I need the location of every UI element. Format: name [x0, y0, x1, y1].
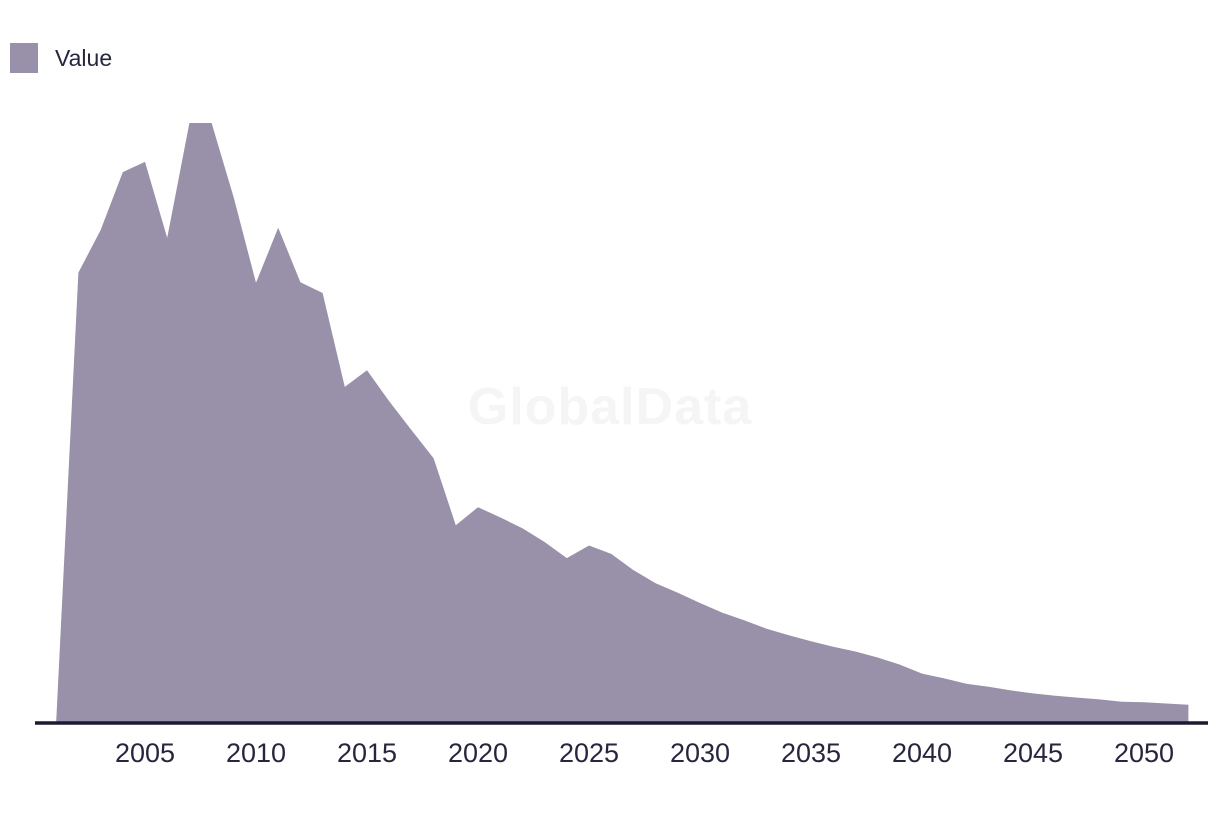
x-axis-tick-label: 2040 — [891, 738, 953, 768]
x-axis-tick-label: 2025 — [558, 738, 620, 768]
x-axis-tick-label: 2045 — [1002, 738, 1064, 768]
x-axis-tick-label: 2050 — [1113, 738, 1175, 768]
x-axis-tick-label: 2030 — [669, 738, 731, 768]
x-axis-tick-label: 2005 — [114, 738, 176, 768]
legend-swatch-icon — [10, 43, 38, 73]
x-axis-tick-label: 2015 — [336, 738, 398, 768]
x-axis-tick-label: 2010 — [225, 738, 287, 768]
legend-label: Value — [55, 44, 113, 71]
legend: Value — [10, 43, 112, 73]
x-axis-tick-label: 2035 — [780, 738, 842, 768]
x-axis-tick-label: 2020 — [447, 738, 509, 768]
area-series-value — [56, 123, 1189, 722]
